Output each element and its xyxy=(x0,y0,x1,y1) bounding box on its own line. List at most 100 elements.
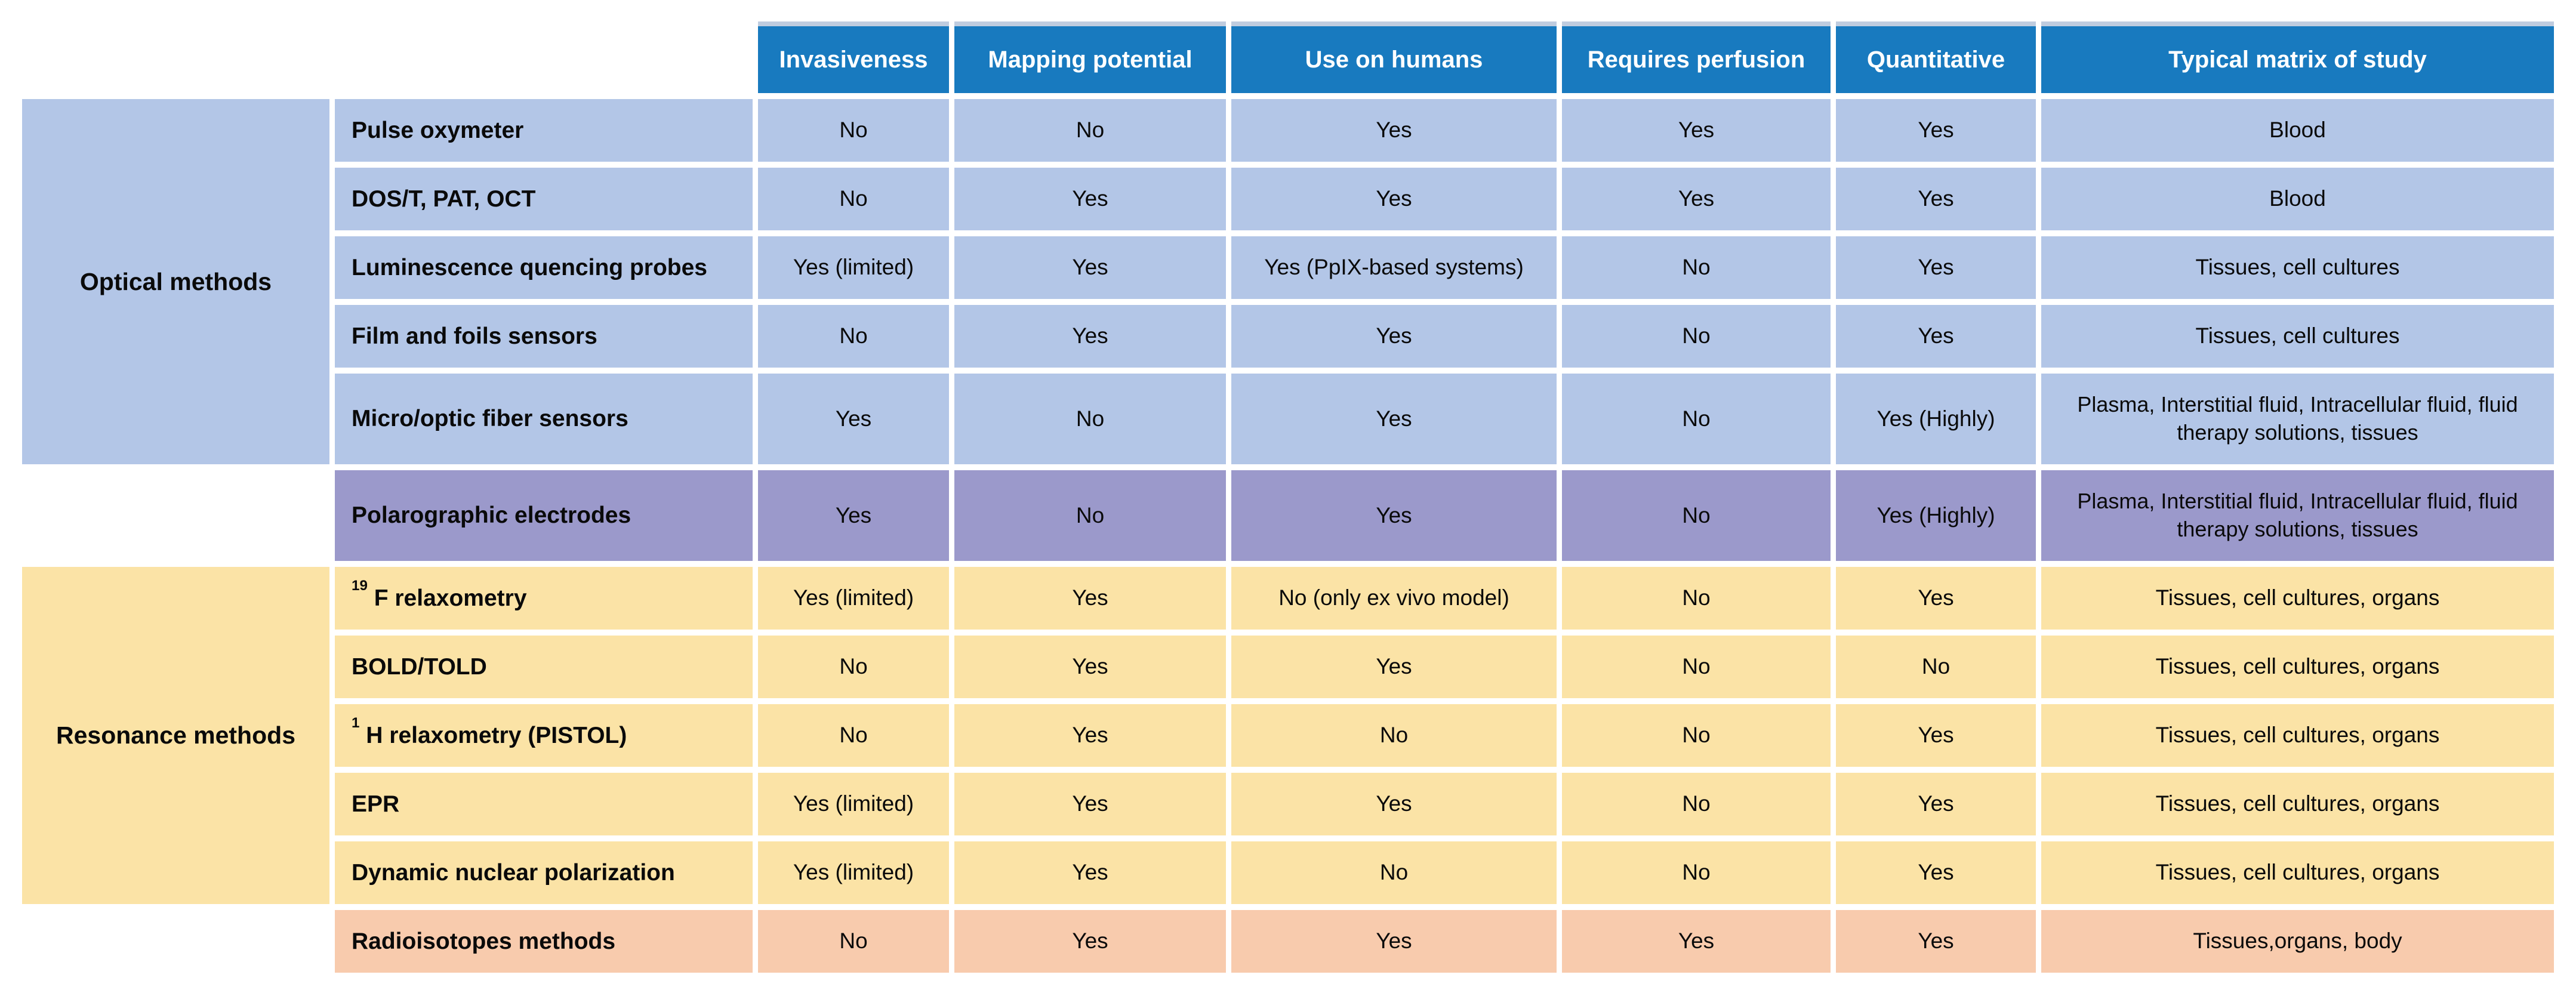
method-cell-bold-told: BOLD/TOLD xyxy=(335,636,753,698)
table-row-f-relaxometry: Resonance methods 19 F relaxometry Yes (li… xyxy=(22,567,2554,904)
table-row-luminescence-quencing-probes: Luminescence quencing probes Yes (limited… xyxy=(22,236,2554,299)
value-cell-typical-matrix-of-study: Tissues, cell cultures, organs xyxy=(2041,773,2554,835)
value-cell-quantitative: Yes xyxy=(1836,99,2036,162)
value-cell-mapping-potential: Yes xyxy=(954,704,1226,767)
column-header-typical-matrix-of-study: Typical matrix of study xyxy=(2041,21,2554,93)
value-cell-invasiveness: Yes (limited) xyxy=(758,236,949,299)
method-cell-f-relaxometry: 19 F relaxometry xyxy=(335,567,753,630)
value-cell-requires-perfusion: No xyxy=(1562,567,1831,630)
isotope-superscript: 19 xyxy=(352,577,368,594)
value-cell-use-on-humans: Yes xyxy=(1231,168,1557,230)
table-row-micro-optic-fiber-sensors: Micro/optic fiber sensors Yes No Yes No Yes (… xyxy=(22,374,2554,464)
value-cell-mapping-potential: No xyxy=(954,99,1226,162)
value-cell-use-on-humans: No (only ex vivo model) xyxy=(1231,567,1557,630)
methods-comparison-table: Invasiveness Mapping potential Use on huma… xyxy=(17,16,2559,979)
value-cell-typical-matrix-of-study: Plasma, Interstitial fluid, Intracellula… xyxy=(2041,470,2554,561)
table-row-epr: EPR Yes (limited) Yes Yes No Yes Tissues, cell… xyxy=(22,773,2554,835)
value-cell-use-on-humans: Yes (PpIX-based systems) xyxy=(1231,236,1557,299)
value-cell-typical-matrix-of-study: Blood xyxy=(2041,99,2554,162)
value-cell-mapping-potential: Yes xyxy=(954,168,1226,230)
value-cell-quantitative: Yes xyxy=(1836,305,2036,368)
value-cell-typical-matrix-of-study: Tissues, cell cultures, organs xyxy=(2041,704,2554,767)
value-cell-invasiveness: No xyxy=(758,910,949,973)
value-cell-mapping-potential: Yes xyxy=(954,567,1226,630)
value-cell-typical-matrix-of-study: Tissues, cell cultures, organs xyxy=(2041,567,2554,630)
value-cell-quantitative: Yes xyxy=(1836,236,2036,299)
value-cell-mapping-potential: No xyxy=(954,374,1226,464)
value-cell-mapping-potential: Yes xyxy=(954,236,1226,299)
method-cell-dos-t-pat-oct: DOS/T, PAT, OCT xyxy=(335,168,753,230)
value-cell-use-on-humans: No xyxy=(1231,841,1557,904)
group-cell-resonance-methods: Resonance methods xyxy=(22,567,329,904)
value-cell-quantitative: Yes xyxy=(1836,567,2036,630)
table-row-dos-t-pat-oct: DOS/T, PAT, OCT No Yes Yes Yes Yes Blood xyxy=(22,168,2554,230)
value-cell-invasiveness: No xyxy=(758,99,949,162)
column-header-mapping-potential: Mapping potential xyxy=(954,21,1226,93)
value-cell-mapping-potential: Yes xyxy=(954,305,1226,368)
method-cell-pulse-oxymeter: Pulse oxymeter xyxy=(335,99,753,162)
table-row-dynamic-nuclear-polarization: Dynamic nuclear polarization Yes (limited… xyxy=(22,841,2554,904)
value-cell-quantitative: Yes xyxy=(1836,773,2036,835)
value-cell-quantitative: Yes xyxy=(1836,168,2036,230)
value-cell-mapping-potential: Yes xyxy=(954,841,1226,904)
value-cell-invasiveness: No xyxy=(758,636,949,698)
value-cell-use-on-humans: Yes xyxy=(1231,470,1557,561)
method-cell-dynamic-nuclear-polarization: Dynamic nuclear polarization xyxy=(335,841,753,904)
table-header-row: Invasiveness Mapping potential Use on huma… xyxy=(22,21,2554,93)
value-cell-invasiveness: Yes xyxy=(758,470,949,561)
method-cell-radioisotopes-methods: Radioisotopes methods xyxy=(335,910,753,973)
column-header-invasiveness: Invasiveness xyxy=(758,21,949,93)
value-cell-requires-perfusion: No xyxy=(1562,841,1831,904)
value-cell-use-on-humans: Yes xyxy=(1231,99,1557,162)
value-cell-use-on-humans: Yes xyxy=(1231,910,1557,973)
value-cell-typical-matrix-of-study: Tissues, cell cultures xyxy=(2041,305,2554,368)
value-cell-invasiveness: Yes xyxy=(758,374,949,464)
column-header-requires-perfusion: Requires perfusion xyxy=(1562,21,1831,93)
value-cell-requires-perfusion: No xyxy=(1562,236,1831,299)
value-cell-invasiveness: Yes (limited) xyxy=(758,567,949,630)
value-cell-use-on-humans: Yes xyxy=(1231,374,1557,464)
value-cell-requires-perfusion: No xyxy=(1562,305,1831,368)
value-cell-requires-perfusion: No xyxy=(1562,470,1831,561)
value-cell-invasiveness: No xyxy=(758,168,949,230)
value-cell-requires-perfusion: No xyxy=(1562,636,1831,698)
column-header-use-on-humans: Use on humans xyxy=(1231,21,1557,93)
table-row-bold-told: BOLD/TOLD No Yes Yes No No Tissues, cell cultu… xyxy=(22,636,2554,698)
value-cell-invasiveness: Yes (limited) xyxy=(758,841,949,904)
column-header-quantitative: Quantitative xyxy=(1836,21,2036,93)
table-row-film-and-foils-sensors: Film and foils sensors No Yes Yes No Yes Tissu… xyxy=(22,305,2554,368)
value-cell-requires-perfusion: Yes xyxy=(1562,168,1831,230)
value-cell-requires-perfusion: Yes xyxy=(1562,99,1831,162)
table-row-radioisotopes-methods: Radioisotopes methods No Yes Yes Yes Yes Tissu… xyxy=(22,910,2554,973)
value-cell-quantitative: No xyxy=(1836,636,2036,698)
value-cell-typical-matrix-of-study: Tissues, cell cultures, organs xyxy=(2041,841,2554,904)
value-cell-mapping-potential: Yes xyxy=(954,636,1226,698)
value-cell-invasiveness: No xyxy=(758,704,949,767)
table-row-h-relaxometry-pistol: 1 H relaxometry (PISTOL) No Yes No No Yes Tiss… xyxy=(22,704,2554,767)
value-cell-mapping-potential: Yes xyxy=(954,773,1226,835)
value-cell-typical-matrix-of-study: Tissues, cell cultures, organs xyxy=(2041,636,2554,698)
value-cell-requires-perfusion: No xyxy=(1562,704,1831,767)
value-cell-requires-perfusion: No xyxy=(1562,374,1831,464)
value-cell-mapping-potential: No xyxy=(954,470,1226,561)
value-cell-mapping-potential: Yes xyxy=(954,910,1226,973)
header-row: Invasiveness Mapping potential Use on huma… xyxy=(22,21,2554,93)
value-cell-requires-perfusion: No xyxy=(1562,773,1831,835)
value-cell-use-on-humans: Yes xyxy=(1231,773,1557,835)
table-row-pulse-oxymeter: Optical methods Pulse oxymeter No No Yes Yes Y… xyxy=(22,99,2554,464)
method-cell-micro-optic-fiber-sensors: Micro/optic fiber sensors xyxy=(335,374,753,464)
value-cell-quantitative: Yes xyxy=(1836,704,2036,767)
method-cell-h-relaxometry-pistol: 1 H relaxometry (PISTOL) xyxy=(335,704,753,767)
isotope-superscript: 1 xyxy=(352,714,360,731)
method-cell-film-and-foils-sensors: Film and foils sensors xyxy=(335,305,753,368)
method-cell-epr: EPR xyxy=(335,773,753,835)
method-cell-polarographic-electrodes: Polarographic electrodes xyxy=(335,470,753,561)
value-cell-typical-matrix-of-study: Blood xyxy=(2041,168,2554,230)
value-cell-quantitative: Yes xyxy=(1836,910,2036,973)
value-cell-typical-matrix-of-study: Tissues,organs, body xyxy=(2041,910,2554,973)
value-cell-typical-matrix-of-study: Plasma, Interstitial fluid, Intracellula… xyxy=(2041,374,2554,464)
table-row-polarographic-electrodes: Polarographic electrodes Yes No Yes No Yes (H… xyxy=(22,470,2554,561)
value-cell-use-on-humans: Yes xyxy=(1231,636,1557,698)
value-cell-requires-perfusion: Yes xyxy=(1562,910,1831,973)
header-blank-method xyxy=(335,21,753,93)
